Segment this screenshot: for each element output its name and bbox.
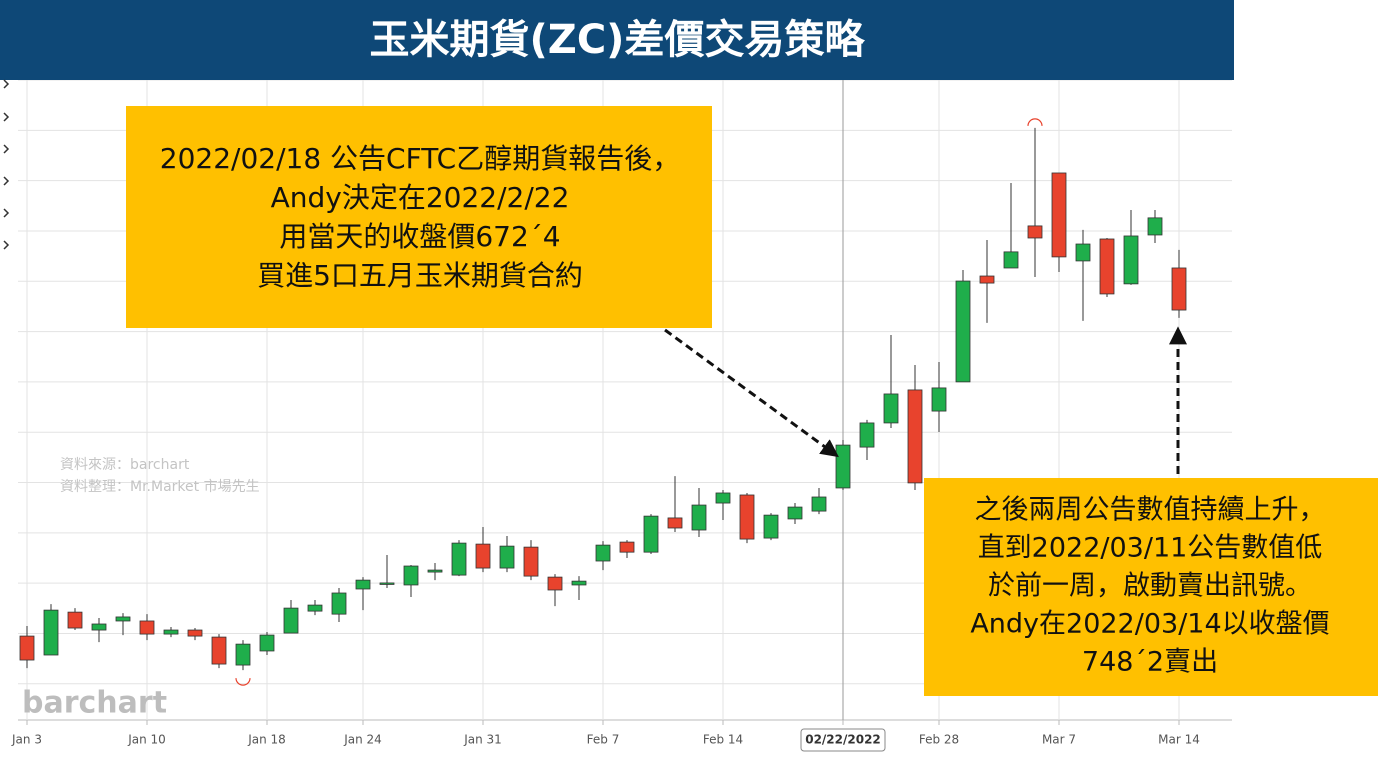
candle-body — [211, 636, 227, 665]
chart-title: 玉米期貨(ZC)差價交易策略 — [370, 17, 866, 63]
candle-body — [979, 275, 995, 284]
annotation-text: Andy決定在2022/2/22 — [271, 181, 570, 214]
candle-body — [235, 643, 251, 666]
candle-body — [787, 506, 803, 520]
watermark: barchart — [22, 686, 167, 721]
x-tick-label: Feb 14 — [703, 733, 743, 747]
source-note: 資料來源：barchart — [60, 457, 190, 473]
candle-body — [619, 541, 635, 553]
x-tick-label: 02/22/2022 — [805, 733, 881, 747]
candle-body — [67, 611, 83, 629]
source-note: 資料整理：Mr.Market 市場先生 — [60, 478, 260, 495]
candle-body — [907, 389, 923, 484]
low-marker — [235, 678, 251, 686]
candle-body — [187, 629, 203, 637]
candle-body — [859, 422, 875, 448]
candle-body — [811, 496, 827, 512]
candle-body — [307, 604, 323, 612]
left-chevrons — [3, 79, 10, 250]
annotation-arrow — [664, 328, 839, 458]
x-tick-label: Mar 14 — [1158, 733, 1200, 747]
candle-body — [691, 504, 707, 531]
candle-body — [1051, 172, 1067, 258]
annotation-box — [924, 478, 1378, 696]
candle-body — [475, 543, 491, 569]
candle-body — [1171, 267, 1187, 311]
candle-body — [163, 629, 179, 635]
candle-body — [667, 517, 683, 529]
annotation-text: 於前一周，啟動賣出訊號。 — [988, 571, 1312, 602]
candle-body — [283, 607, 299, 634]
candle-body — [19, 635, 35, 661]
candle-body — [571, 580, 587, 586]
x-tick-label: Jan 24 — [343, 733, 382, 747]
high-marker — [1027, 118, 1043, 126]
annotation-text: Andy在2022/03/14以收盤價 — [970, 609, 1329, 640]
candle-body — [883, 393, 899, 424]
candle-body — [259, 634, 275, 652]
candle-body — [1003, 251, 1019, 269]
candles — [19, 118, 1187, 686]
candle-body — [355, 579, 371, 590]
x-tick-label: Feb 7 — [587, 733, 620, 747]
annotation-text: 748´2賣出 — [1082, 647, 1218, 678]
annotation-box — [126, 106, 712, 328]
candle-body — [1123, 235, 1139, 285]
annotation-text: 之後兩周公告數值持續上升， — [975, 495, 1326, 526]
candle-body — [1147, 217, 1163, 236]
candle-body — [547, 576, 563, 591]
candle-body — [739, 494, 755, 540]
candle-body — [835, 444, 851, 489]
candle-body — [1027, 225, 1043, 239]
candle-body — [331, 592, 347, 615]
annotations: 02/22/2022barchart資料來源：barchart資料整理：Mr.M… — [22, 106, 1378, 721]
candle-body — [43, 609, 59, 656]
candle-body — [451, 542, 467, 576]
annotation-text: 買進5口五月玉米期貨合約 — [257, 259, 583, 292]
candle-body — [115, 616, 131, 622]
candle-body — [403, 565, 419, 586]
x-tick-label: Mar 7 — [1042, 733, 1076, 747]
candle-body — [931, 387, 947, 412]
candle-body — [139, 620, 155, 635]
x-tick-label: Jan 31 — [463, 733, 502, 747]
candle-body — [427, 569, 443, 573]
candle-body — [595, 544, 611, 562]
candle-body — [763, 514, 779, 539]
x-tick-label: Jan 18 — [247, 733, 286, 747]
candle-body — [955, 280, 971, 383]
candle-body — [523, 546, 539, 577]
candle-body — [91, 623, 107, 631]
title-bar — [0, 0, 1234, 80]
annotation-text: 直到2022/03/11公告數值低 — [978, 533, 1323, 564]
x-tick-label: Feb 28 — [919, 733, 959, 747]
candle-body — [1099, 238, 1115, 295]
annotation-text: 2022/02/18 公告CFTC乙醇期貨報告後， — [160, 142, 680, 175]
candle-body — [715, 492, 731, 504]
x-tick-label: Jan 3 — [11, 733, 42, 747]
candle-body — [1075, 243, 1091, 262]
crosshair-label-box — [800, 728, 886, 752]
annotation-text: 用當天的收盤價672´4 — [279, 220, 560, 253]
candle-body — [643, 515, 659, 553]
candle-body — [499, 545, 515, 569]
x-tick-label: Jan 10 — [127, 733, 166, 747]
candle-body — [379, 582, 395, 585]
